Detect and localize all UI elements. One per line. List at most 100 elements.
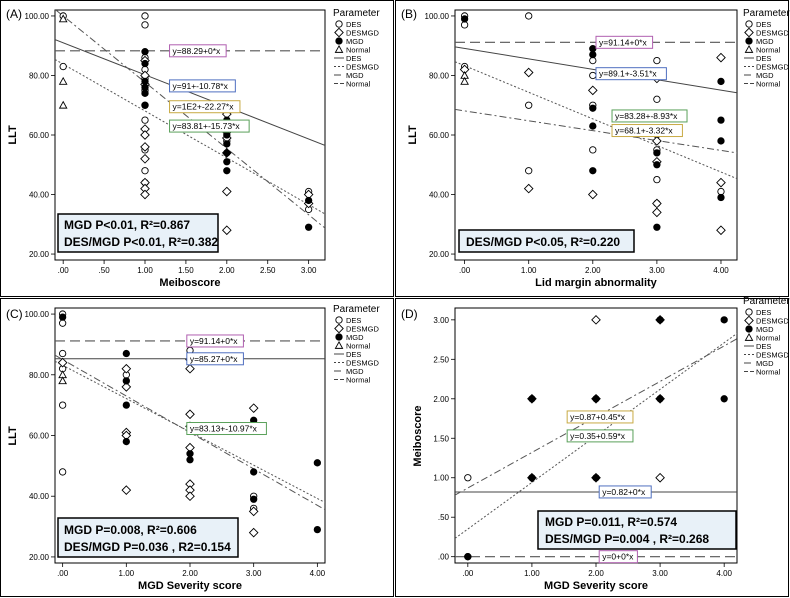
- y-axis-label: LLT: [7, 125, 19, 145]
- y-tick-label: 40.00: [29, 492, 50, 501]
- y-tick-label: 80.00: [29, 371, 50, 380]
- y-tick-label: 60.00: [29, 432, 50, 441]
- equation-text: y=83.13+-10.97*x: [190, 424, 258, 434]
- point-normal: [58, 376, 68, 385]
- point-mgd: [58, 313, 67, 321]
- legend-label: DESMGD: [346, 359, 380, 368]
- equation-text: y=68.1+-3.32*x: [615, 126, 673, 136]
- point-mgd: [304, 196, 313, 205]
- point-des: [460, 21, 469, 29]
- x-tick-label: .00: [57, 569, 69, 578]
- plot-area: [454, 9, 738, 261]
- regression-line-mgd: [455, 108, 737, 154]
- y-tick-label: 1.00: [433, 474, 449, 483]
- x-tick-label: 1.00: [119, 569, 135, 578]
- point-des: [525, 12, 533, 20]
- y-tick-label: 40.00: [29, 191, 50, 200]
- point-desmgd: [523, 67, 534, 78]
- legend-label: DESMGD: [346, 325, 380, 334]
- point-des: [58, 468, 67, 476]
- point-des: [141, 12, 149, 20]
- legend-label: MGD: [756, 37, 774, 46]
- stats-box: MGD P=0.011, R²=0.574 DES/MGD P=0.004 , …: [537, 510, 737, 550]
- point-desmgd: [221, 225, 232, 236]
- y-tick-label: 20.00: [429, 250, 450, 259]
- point-des: [58, 349, 67, 358]
- legend: Parameter DESDESMGDMGDNormalDESDESMGDMGD…: [333, 8, 380, 89]
- legend-label: MGD: [346, 333, 364, 342]
- point-mgd: [717, 116, 725, 124]
- legend: Parameter DESDESMGDMGDNormalDESDESMGDMGD…: [743, 8, 790, 89]
- stats-line: MGD P=0.011, R²=0.574: [545, 515, 677, 529]
- y-tick-label: 20.00: [29, 553, 50, 562]
- legend-label: Normal: [756, 334, 781, 343]
- point-mgd: [589, 167, 597, 175]
- point-normal: [58, 14, 68, 23]
- equation-text: y=89.1+-3.51*x: [599, 69, 657, 79]
- legend: Parameter DESDESMGDMGDNormalDESDESMGDMGD…: [743, 296, 790, 377]
- equation-text: y=0+0*x: [602, 552, 634, 562]
- point-desmgd: [121, 485, 132, 495]
- point-des: [464, 474, 472, 482]
- x-tick-label: 1.00: [524, 569, 540, 578]
- point-mgd: [656, 395, 664, 403]
- legend-label: MGD: [346, 367, 364, 376]
- legend-label: DESMGD: [756, 317, 790, 326]
- point-desmgd: [248, 527, 259, 538]
- point-desmgd: [248, 506, 259, 517]
- equation-label: y=1E2+-22.27*x: [169, 100, 241, 114]
- equation-text: y=0.35+0.59*x: [570, 431, 626, 441]
- legend-marker-normal: [744, 44, 754, 53]
- stats-line: MGD P=0.008, R²=0.606: [64, 523, 197, 537]
- x-tick-label: 2.50: [260, 266, 276, 275]
- legend-label: DES: [346, 20, 361, 29]
- point-des: [141, 116, 149, 124]
- legend-label: MGD: [756, 359, 774, 368]
- legend-label: Normal: [346, 80, 371, 89]
- legend-title: Parameter: [743, 8, 790, 19]
- panel-d: (D) .00 1.00 2.00 3.00 4.00 .00 .50 1.00 1.50 2.0…: [401, 296, 790, 592]
- regression-line-mgd: [55, 10, 325, 229]
- equation-label: y=0.87+0.45*x: [566, 410, 634, 424]
- point-mgd: [653, 149, 661, 157]
- legend-marker-normal: [744, 332, 754, 341]
- legend-label: Normal: [756, 46, 781, 55]
- point-normal: [58, 76, 68, 85]
- point-mgd: [720, 316, 728, 324]
- point-desmgd: [121, 382, 132, 392]
- equation-label: y=88.29+0*x: [169, 44, 227, 58]
- point-desmgd: [185, 491, 195, 502]
- legend-marker-mgd: [335, 37, 343, 45]
- point-mgd: [656, 316, 664, 324]
- point-mgd: [122, 349, 130, 358]
- x-axis-label: MGD Severity score: [544, 580, 648, 592]
- point-des: [525, 167, 533, 175]
- point-desmgd: [185, 409, 195, 420]
- equation-text: y=88.29+0*x: [173, 46, 221, 56]
- point-desmgd: [587, 85, 598, 96]
- stats-box: DES/MGD P<0.05, R²=0.220: [458, 229, 635, 253]
- x-tick-label: 3.00: [301, 266, 317, 275]
- panel-c: (C) .00 1.00 2.00 3.00 4.00 20.00 40.00 60.00 80…: [6, 304, 380, 592]
- point-mgd: [141, 59, 149, 68]
- point-desmgd: [655, 472, 665, 483]
- y-tick-label: 100.00: [25, 310, 50, 319]
- legend-title: Parameter: [333, 304, 380, 315]
- legend-label: MGD: [346, 37, 364, 46]
- point-mgd: [589, 45, 597, 53]
- point-desmgd: [716, 177, 726, 188]
- point-mgd: [141, 83, 149, 92]
- y-tick-label: 2.50: [433, 355, 449, 364]
- point-des: [653, 56, 661, 65]
- plot-marks: .00 1.00 2.00 3.00 4.00 .00 .50 1.00 1.50 2.00 2.5…: [433, 315, 737, 578]
- point-des: [525, 101, 533, 109]
- point-desmgd: [140, 189, 150, 200]
- point-mgd: [460, 15, 469, 23]
- legend-marker-desmgd: [744, 27, 754, 38]
- point-mgd: [223, 140, 231, 148]
- panel-label: (C): [6, 307, 23, 321]
- point-desmgd: [185, 363, 195, 374]
